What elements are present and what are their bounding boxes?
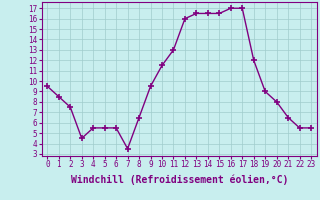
X-axis label: Windchill (Refroidissement éolien,°C): Windchill (Refroidissement éolien,°C)	[70, 175, 288, 185]
